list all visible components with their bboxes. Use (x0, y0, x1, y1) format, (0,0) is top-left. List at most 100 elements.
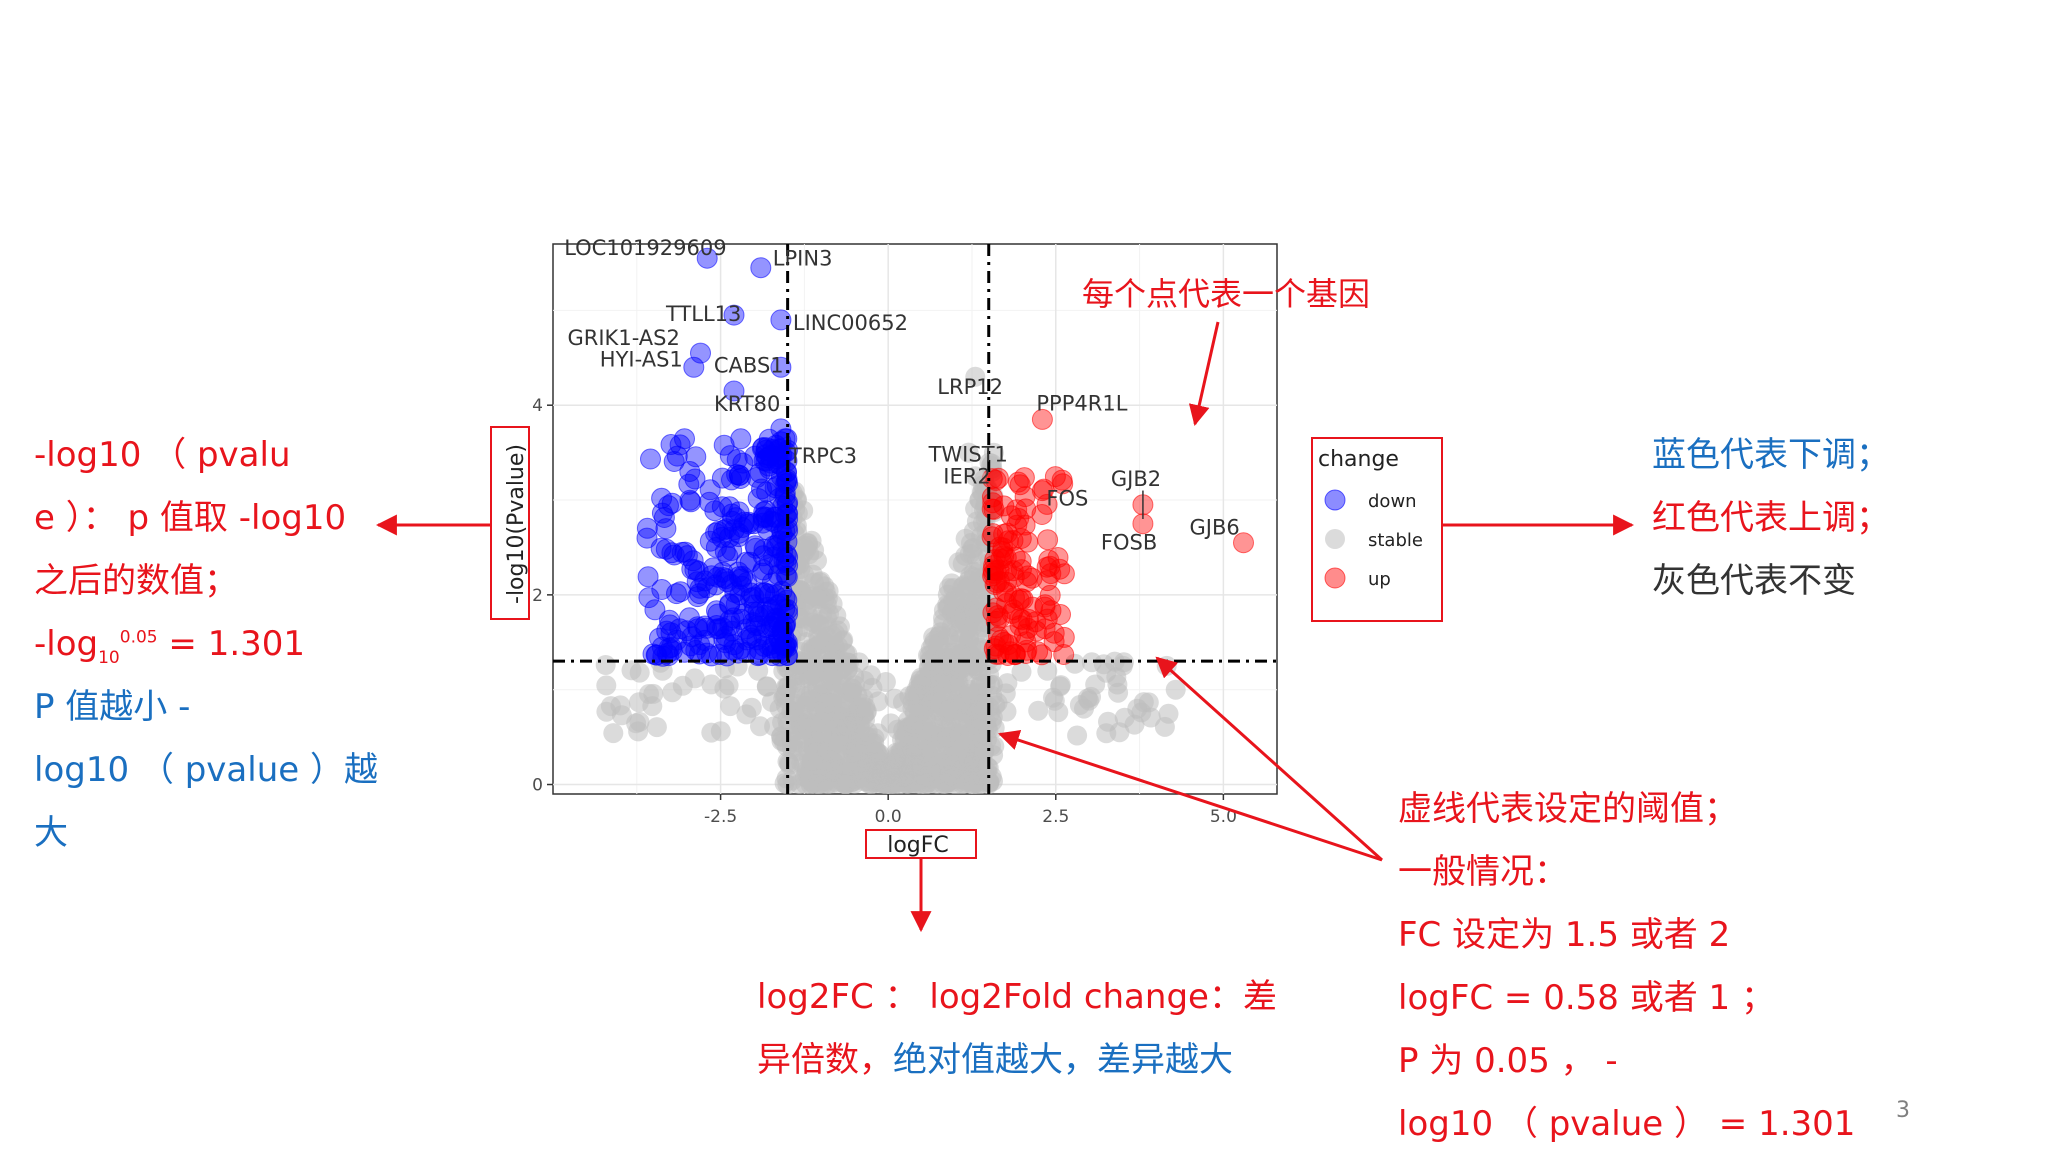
gene-point-stable (996, 701, 1017, 722)
gene-point-stable (775, 683, 796, 704)
gene-point-up (1016, 571, 1037, 593)
gene-point-down (651, 579, 673, 600)
gene-point-down (752, 507, 774, 529)
gene-point-stable (600, 696, 621, 717)
gene-label: FOSB (1101, 531, 1157, 555)
gene-label: KRT80 (714, 392, 780, 416)
gene-point-down (707, 566, 729, 588)
threshold-note-line6: log10 （ pvalue ） = 1.301 (1398, 1104, 1856, 1144)
gene-point-down (750, 257, 772, 279)
point-layer (595, 247, 1254, 794)
gene-point-stable (672, 675, 693, 696)
gene-point-up (1031, 408, 1053, 430)
gene-point-down (658, 495, 679, 517)
gene-point-down (681, 558, 703, 580)
formula-suffix: = 1.301 (157, 624, 306, 664)
gene-point-stable (816, 607, 837, 628)
gene-point-stable (970, 694, 990, 715)
gene-point-down (723, 634, 745, 656)
gene-point-down (768, 552, 790, 574)
gene-point-down (749, 462, 771, 484)
gene-point-stable (718, 675, 739, 696)
gene-point-stable (769, 698, 790, 719)
gene-point-down (770, 418, 792, 440)
gene-point-down (757, 519, 779, 541)
gene-point-stable (1108, 682, 1129, 703)
legend-note-blue: 蓝色代表下调； (1652, 435, 1890, 475)
gene-label: TRPC3 (788, 444, 857, 468)
gene-point-down (636, 517, 658, 539)
gene-point-stable (1085, 674, 1106, 695)
gene-point-down (730, 568, 752, 590)
bottom-note-line2-red: 异倍数， (757, 1040, 893, 1080)
gene-point-down (770, 309, 792, 331)
gene-point-down (676, 545, 698, 567)
gene-label: GJB6 (1190, 516, 1240, 540)
bottom-note-line1: log2FC ： log2Fold change：差 (757, 977, 1277, 1017)
gene-point-down (637, 566, 659, 588)
gene-point-down (707, 521, 729, 542)
gene-point-down (772, 495, 794, 517)
gene-label: LPIN3 (773, 247, 833, 271)
legend-key-up (1324, 567, 1346, 589)
gene-point-stable (787, 740, 808, 761)
left-note-line2: e ）： p 值取 -log10 (34, 498, 347, 538)
gene-point-up (1053, 626, 1075, 648)
gene-point-down (756, 481, 778, 503)
gene-label: HYI-AS1 (600, 347, 683, 371)
gene-point-up (981, 498, 1003, 520)
gene-point-stable (595, 655, 616, 675)
gene-point-stable (1028, 700, 1049, 721)
threshold-note-line5: P 为 0.05 ， - (1398, 1041, 1618, 1081)
gene-point-stable (852, 744, 872, 765)
gene-point-up (1047, 547, 1069, 568)
gene-point-up (990, 548, 1012, 570)
threshold-note-line1: 虚线代表设定的阈值； (1398, 789, 1738, 829)
gene-point-down (644, 599, 666, 621)
left-note-line6: log10 （ pvalue ）越 (34, 750, 378, 790)
gene-point-down (689, 634, 711, 656)
threshold-note-line2: 一般情况： (1398, 852, 1568, 892)
gene-point-stable (958, 442, 979, 463)
gene-point-stable (1044, 690, 1065, 711)
arrow-to-points (1188, 321, 1220, 427)
gene-label: LOC101929609 (564, 236, 726, 260)
gene-point-stable (955, 528, 976, 549)
gene-point-stable (927, 685, 948, 706)
gene-point-stable (629, 662, 650, 683)
gene-point-stable (797, 718, 818, 739)
gene-point-stable (1011, 661, 1032, 682)
gene-point-up (990, 629, 1012, 651)
gene-point-stable (976, 521, 997, 541)
gene-point-stable (927, 773, 948, 794)
gene-labels: LOC101929609 LPIN3 TTLL13 LINC00652 GRIK1-AS… (564, 236, 1240, 555)
gene-point-down (763, 616, 785, 638)
left-note-line3: 之后的数值； (34, 561, 238, 601)
bottom-note-line2-blue: 绝对值越大，差异越大 (893, 1040, 1233, 1080)
gene-point-down (770, 356, 792, 378)
gene-point-stable (968, 718, 989, 739)
axes: -2.5 0.0 2.5 5.0 0 2 4 (532, 396, 1237, 827)
gene-point-down (765, 506, 787, 528)
formula-prefix: -log (34, 624, 99, 664)
gene-point-up (1233, 532, 1254, 554)
gene-point-down (669, 618, 691, 640)
gene-point-down (767, 446, 789, 468)
gene-point-up (1034, 618, 1056, 640)
gene-point-stable (1081, 652, 1102, 673)
gene-point-stable (1067, 725, 1088, 746)
gene-point-down (728, 464, 750, 486)
gene-point-stable (835, 774, 856, 794)
gene-point-down (685, 446, 707, 468)
gene-point-stable (862, 677, 883, 698)
left-note-line7: 大 (34, 813, 68, 853)
page-number: 3 (1896, 1098, 1910, 1123)
gene-point-down (680, 491, 702, 513)
legend-title: change (1318, 447, 1399, 472)
gene-label: PPP4R1L (1036, 391, 1127, 415)
gene-point-down (764, 584, 786, 606)
gene-point-up (1031, 480, 1053, 502)
bottom-note: log2FC ： log2Fold change：差 异倍数，绝对值越大，差异越… (757, 966, 1277, 1092)
gene-point-down (713, 434, 735, 456)
gene-point-stable (1074, 698, 1094, 719)
